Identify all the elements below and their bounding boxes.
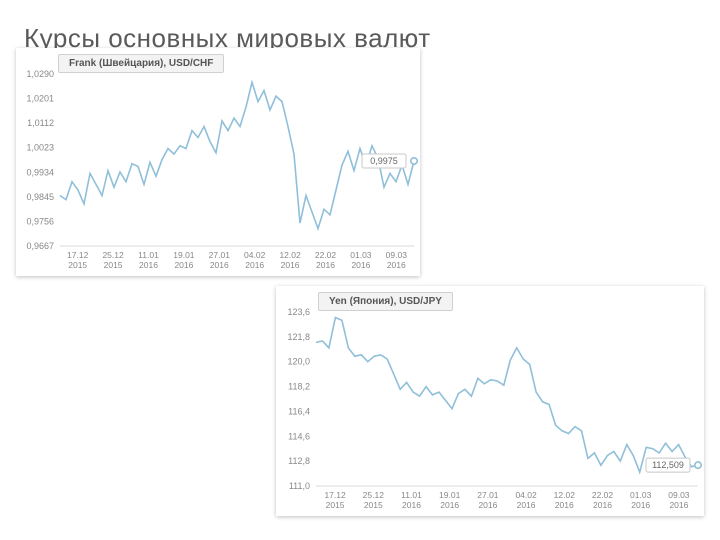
x-tick-label-year: 2015 [104, 260, 123, 270]
x-tick-label-date: 12.02 [279, 250, 301, 260]
y-tick-label: 111,0 [289, 481, 310, 491]
y-tick-label: 0,9756 [26, 216, 54, 226]
end-marker-chf [411, 158, 417, 164]
chart-svg-chf: 0,9667 0,9756 0,9845 0,9934 1,0023 1,0112 1,02… [16, 48, 420, 276]
series-line-jpy [316, 318, 698, 473]
chart-card-jpy: Yen (Япония), USD/JPY 111,0 112,8 114,6 116,… [276, 286, 704, 516]
y-tick-label: 0,9934 [26, 167, 54, 177]
x-tick-label-date: 22.02 [315, 250, 337, 260]
x-tick-label-date: 04.02 [244, 250, 266, 260]
x-tick-label-date: 01.03 [630, 490, 652, 500]
y-tick-label: 112,8 [288, 456, 310, 466]
y-tick-label: 118,2 [288, 382, 310, 392]
chart-svg-jpy: 111,0 112,8 114,6 116,4 118,2 120,0 121,8 123,6… [276, 286, 704, 516]
chart-title-jpy: Yen (Япония), USD/JPY [318, 292, 453, 311]
y-tick-label: 116,4 [288, 406, 310, 416]
x-tick-label-date: 19.01 [173, 250, 195, 260]
y-tick-label: 114,6 [288, 431, 310, 441]
end-marker-jpy [695, 462, 701, 468]
chart-card-chf: Frank (Швейцария), USD/CHF0,96670,97560,… [16, 48, 420, 276]
x-tick-label-date: 17.12 [324, 490, 346, 500]
x-tick-label-date: 12.02 [554, 490, 576, 500]
x-tick-label-date: 27.01 [477, 490, 499, 500]
x-tick-label-date: 22.02 [592, 490, 614, 500]
chart-title-chf: Frank (Швейцария), USD/CHF [58, 54, 224, 73]
x-tick-label-date: 04.02 [515, 490, 537, 500]
y-tick-label: 1,0290 [26, 69, 54, 79]
x-tick-label-year: 2016 [631, 500, 650, 510]
x-tick-label-year: 2016 [139, 260, 158, 270]
x-tick-label-date: 11.01 [401, 490, 422, 500]
x-tick-label-year: 2016 [245, 260, 264, 270]
x-tick-label-date: 01.03 [350, 250, 372, 260]
y-tick-label: 123,6 [287, 307, 310, 317]
y-tick-label: 1,0112 [27, 118, 54, 128]
x-tick-label-date: 09.03 [668, 490, 690, 500]
x-tick-label-year: 2015 [68, 260, 87, 270]
y-tick-label: 1,0201 [26, 94, 54, 104]
x-tick-label-year: 2015 [364, 500, 383, 510]
x-tick-label-date: 25.12 [363, 490, 385, 500]
x-tick-label-year: 2016 [281, 260, 300, 270]
x-tick-label-date: 11.01 [138, 250, 159, 260]
x-tick-label-year: 2016 [316, 260, 335, 270]
x-tick-label-date: 09.03 [386, 250, 408, 260]
x-tick-label-date: 27.01 [209, 250, 231, 260]
y-tick-label: 1,0023 [26, 143, 54, 153]
x-tick-label-date: 25.12 [102, 250, 124, 260]
x-tick-label-year: 2016 [387, 260, 406, 270]
x-tick-label-year: 2016 [210, 260, 229, 270]
y-tick-label: 120,0 [287, 357, 310, 367]
x-tick-label-year: 2016 [517, 500, 536, 510]
x-tick-label-year: 2015 [326, 500, 345, 510]
x-tick-label-date: 19.01 [439, 490, 461, 500]
x-tick-label-year: 2016 [351, 260, 370, 270]
x-tick-label-year: 2016 [402, 500, 421, 510]
y-tick-label: 121,8 [287, 332, 310, 342]
x-tick-label-year: 2016 [174, 260, 193, 270]
callout-label-chf: 0,9975 [370, 156, 398, 166]
x-tick-label-year: 2016 [440, 500, 459, 510]
x-tick-label-year: 2016 [478, 500, 497, 510]
y-tick-label: 0,9667 [26, 241, 54, 251]
x-tick-label-date: 17.12 [67, 250, 89, 260]
y-tick-label: 0,9845 [26, 192, 54, 202]
x-tick-label-year: 2016 [593, 500, 612, 510]
x-tick-label-year: 2016 [669, 500, 688, 510]
x-tick-label-year: 2016 [555, 500, 574, 510]
series-line-chf [60, 82, 414, 228]
callout-label-jpy: 112,509 [652, 460, 684, 470]
